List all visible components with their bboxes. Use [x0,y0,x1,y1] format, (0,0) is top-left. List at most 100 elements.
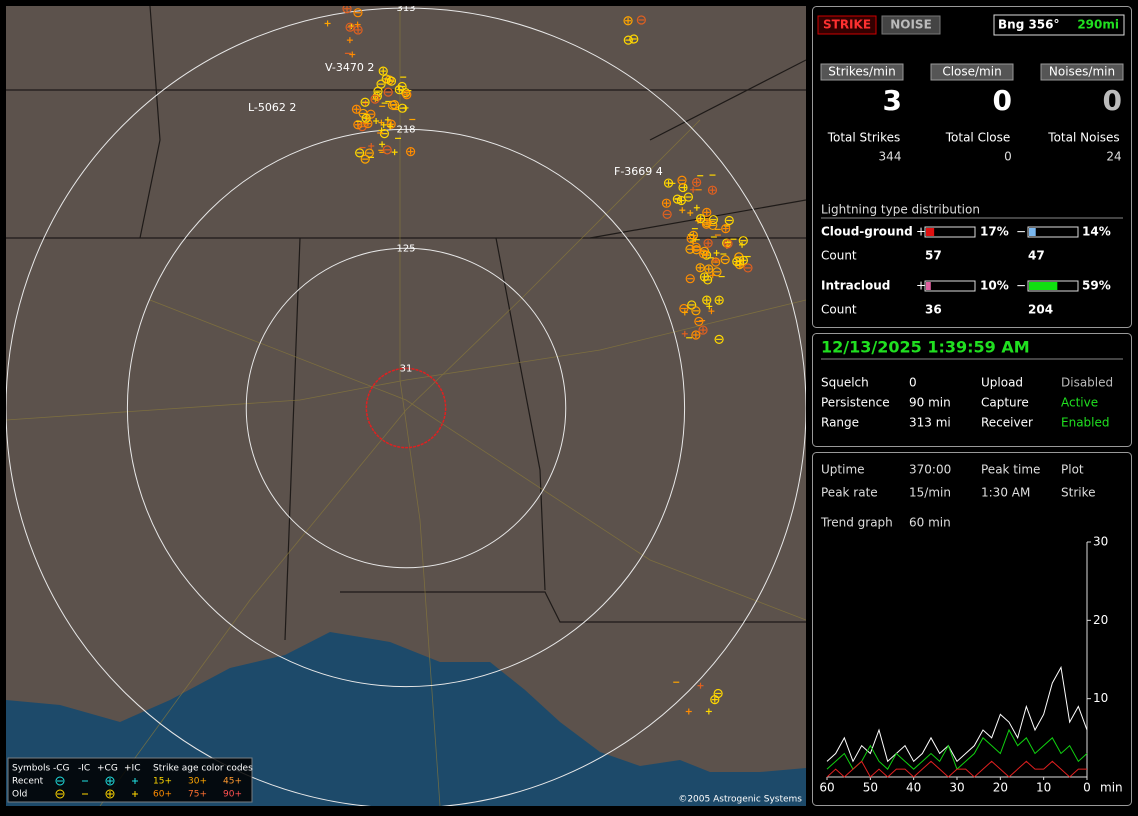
strike-ring [696,214,706,224]
pct-label: 10% [980,279,1009,293]
strike-ring [386,119,396,129]
rate-value: 0 [993,84,1012,117]
strike-symbol [662,209,672,219]
strike-ring [732,256,742,267]
copyright: ©2005 Astrogenic Systems [678,795,802,805]
pct-bar-frame [924,226,976,238]
strike-symbol [721,224,731,234]
range-label: 31 [400,363,413,374]
strike-button-label[interactable]: STRIKE [823,18,871,32]
strike-ring [699,272,710,282]
datetime: 12/13/2025 1:39:59 AM [821,338,1030,357]
strike-symbol [711,257,721,267]
strike-symbol [681,330,688,337]
pct-label: 59% [1082,279,1111,293]
type-name: Intracloud [821,279,890,293]
count-value: 57 [925,249,942,263]
rate-button[interactable] [820,63,904,81]
strike-symbol [372,95,379,102]
y-tick-label: 30 [1093,535,1108,549]
strike-ring [713,688,723,699]
count-value: 47 [1028,249,1045,263]
strike-ring [370,94,380,104]
stats-cell: 1:30 AM [981,486,1030,500]
legend-type: -IC [78,764,90,774]
strike-ring [688,230,699,241]
strike-symbol [705,708,712,715]
strike-symbol [623,16,633,26]
strike-ring [714,295,724,305]
strike-symbol [386,119,396,129]
stats-cell: 370:00 [909,463,951,477]
rate-button[interactable] [930,63,1014,81]
strike-ring [724,215,734,226]
strike-ring [351,104,362,114]
strike-symbol [687,300,697,310]
strike-symbol [685,708,692,715]
rate-button[interactable] [1040,63,1124,81]
strike-ring [672,194,682,204]
trend-label: Trend graph [820,516,893,530]
legend-ring [55,789,65,799]
strike-symbol [679,207,686,214]
legend-row: Old [12,790,27,800]
storm-label: F-3669 4 [614,165,663,178]
count-label: Count [821,303,857,317]
strike-ring [694,316,704,327]
status-cell: Active [1061,396,1098,410]
strike-symbol [691,306,701,316]
strike-symbol [387,123,394,130]
strike-symbol [362,100,369,107]
strike-symbol [703,238,713,248]
strike-symbol [346,37,353,44]
legend-ring [105,789,115,799]
range-label: 125 [396,243,415,254]
noise-button-label[interactable]: NOISE [890,18,932,32]
strike-symbol [732,256,742,267]
noise-button[interactable] [881,15,941,35]
total-label: Total Noises [1047,131,1119,145]
strike-symbol [345,22,355,32]
strike-symbol [342,6,352,14]
stats-cell: Peak rate [821,486,878,500]
strike-symbol [636,15,646,25]
range-label: 313 [396,3,415,14]
strike-ring [704,264,714,274]
strike-symbol [707,185,718,195]
strike-symbol [355,148,365,158]
rate-label[interactable]: Noises/min [1049,65,1115,79]
legend-age: 75+ [188,790,207,800]
rate-label[interactable]: Close/min [942,65,1001,79]
stats-cell: Plot [1061,463,1084,477]
strike-ring [353,8,363,18]
strike-symbol [373,118,380,125]
strike-ring [386,76,397,86]
strike-ring [376,79,386,89]
rate-label[interactable]: Strikes/min [828,65,895,79]
strike-symbol [704,264,714,274]
strike-symbol [378,127,385,134]
legend-ring [105,776,115,786]
strike-symbol [677,175,687,185]
strike-ring [394,85,404,95]
strike-ring [661,198,672,208]
strike-symbol [623,35,633,45]
distribution-title: Lightning type distribution [821,203,980,217]
strike-symbol [694,316,704,327]
strike-symbol [690,186,697,193]
strike-ring [677,175,687,185]
legend-ring [55,776,65,786]
strike-ring [676,195,686,206]
strike-ring [702,295,712,305]
legend-symbol [55,776,65,786]
strike-button[interactable] [817,15,877,35]
strike-ring [406,147,416,157]
panel [812,452,1132,806]
legend-age: 30+ [188,777,207,787]
strike-symbol [723,239,733,249]
status-cell: 0 [909,376,917,390]
rate-value: 0 [1103,84,1122,117]
strike-symbol [683,192,694,202]
status-cell: Persistence [821,396,890,410]
